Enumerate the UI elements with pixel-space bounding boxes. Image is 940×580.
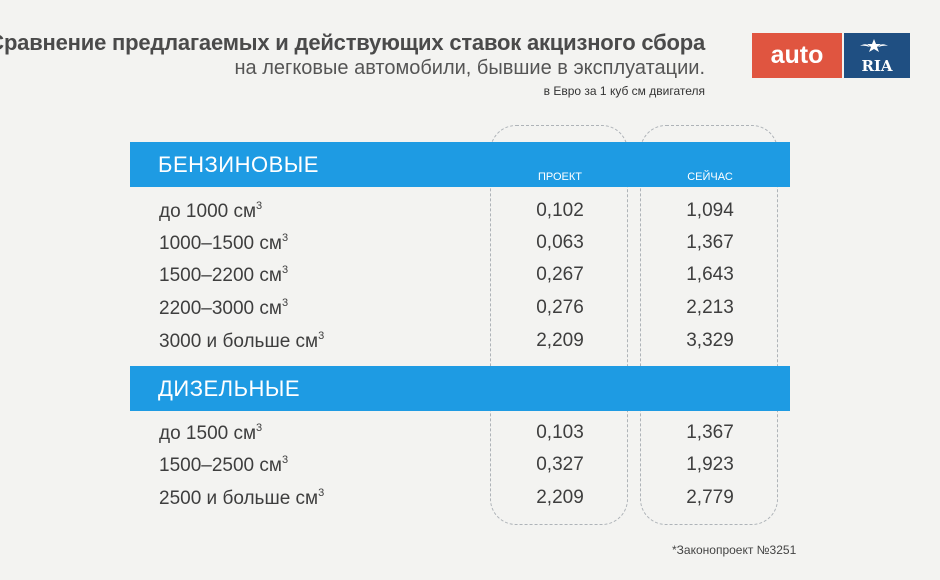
row-label: 2200–3000 см3	[159, 297, 289, 319]
section-title: ДИЗЕЛЬНЫЕ	[158, 376, 301, 401]
autoria-logo[interactable]: auto RIA	[752, 33, 910, 78]
page-subtitle: на легковые автомобили, бывшие в эксплуа…	[234, 57, 706, 79]
project-value: 2,209	[536, 487, 584, 508]
current-value: 1,643	[686, 264, 734, 285]
row-label: 2500 и больше см3	[159, 487, 325, 509]
table-row: до 1500 см3 0,103 1,367	[0, 422, 940, 455]
project-value: 0,267	[536, 264, 584, 285]
current-column-frame	[640, 125, 778, 525]
project-value: 0,063	[536, 232, 584, 253]
table-row: 3000 и больше см3 2,209 3,329	[0, 330, 940, 363]
table-row: 2200–3000 см3 0,276 2,213	[0, 297, 940, 330]
current-value: 1,094	[686, 200, 734, 221]
section-band-diesel: ДИЗЕЛЬНЫЕ	[130, 366, 790, 411]
table-row: 1500–2500 см3 0,327 1,923	[0, 454, 940, 487]
section-title: БЕНЗИНОВЫЕ	[158, 152, 319, 177]
column-header-project: ПРОЕКТ	[537, 171, 583, 183]
footnote: *Законопроект №3251	[672, 543, 797, 557]
logo-ria-text: RIA	[861, 57, 892, 75]
logo-wing-right-icon	[878, 44, 888, 47]
current-value: 2,213	[686, 297, 734, 318]
row-label: до 1000 см3	[159, 200, 263, 222]
current-value: 1,923	[686, 454, 734, 475]
row-label: 1500–2200 см3	[159, 264, 289, 286]
row-label: 1500–2500 см3	[159, 454, 289, 476]
row-label: 3000 и больше см3	[159, 330, 325, 352]
unit-note: в Евро за 1 куб см двигателя	[543, 84, 705, 98]
row-label: 1000–1500 см3	[159, 232, 289, 254]
logo-auto-part: auto	[752, 33, 842, 78]
project-value: 0,327	[536, 454, 584, 475]
current-value: 2,779	[686, 487, 734, 508]
column-header-now: СЕЙЧАС	[687, 171, 733, 183]
current-value: 1,367	[686, 422, 734, 443]
table-row: 1000–1500 см3 0,063 1,367	[0, 232, 940, 265]
logo-wing-left-icon	[860, 44, 870, 47]
project-value: 0,102	[536, 200, 584, 221]
current-value: 3,329	[686, 330, 734, 351]
table-row: до 1000 см3 0,102 1,094	[0, 200, 940, 233]
table-row: 2500 и больше см3 2,209 2,779	[0, 487, 940, 520]
row-label: до 1500 см3	[159, 422, 263, 444]
project-value: 0,103	[536, 422, 584, 443]
current-value: 1,367	[686, 232, 734, 253]
project-column-frame	[490, 125, 628, 525]
logo-ria-part: RIA	[844, 33, 910, 78]
logo-star-icon	[867, 39, 881, 52]
project-value: 0,276	[536, 297, 584, 318]
project-value: 2,209	[536, 330, 584, 351]
section-band-petrol: БЕНЗИНОВЫЕ ПРОЕКТ СЕЙЧАС	[130, 142, 790, 187]
table-row: 1500–2200 см3 0,267 1,643	[0, 264, 940, 297]
page-title: Сравнение предлагаемых и действующих ста…	[0, 30, 705, 55]
